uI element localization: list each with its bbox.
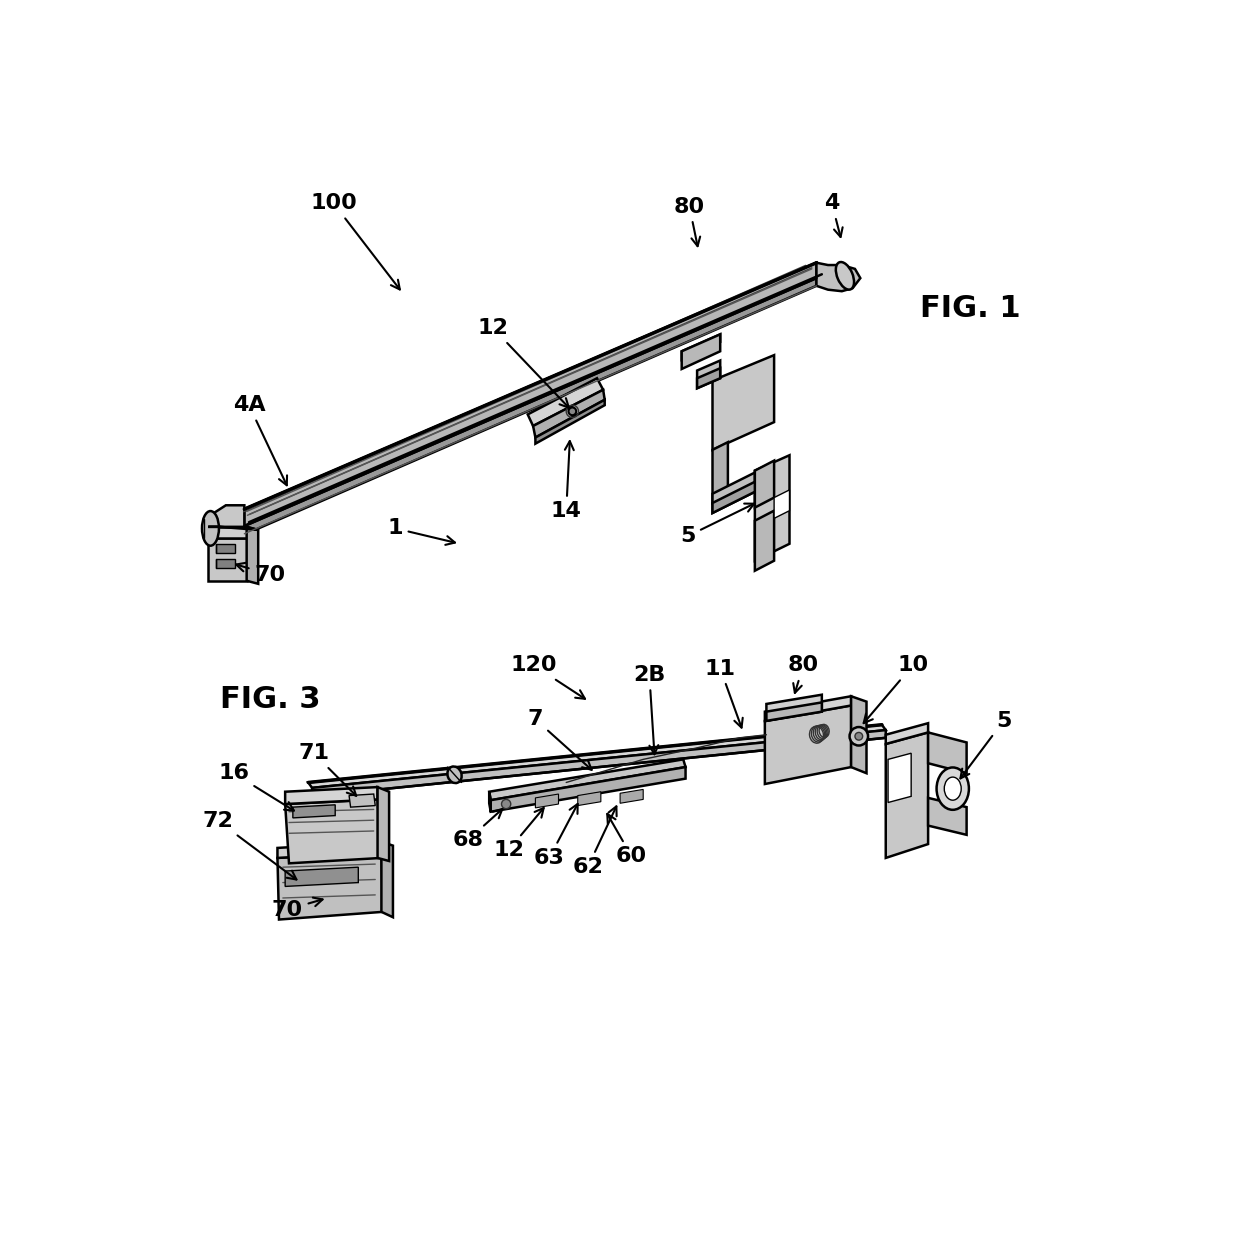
Polygon shape (205, 505, 244, 544)
Text: 70: 70 (272, 898, 322, 919)
Text: FIG. 3: FIG. 3 (219, 685, 320, 714)
Polygon shape (713, 480, 759, 512)
Ellipse shape (448, 767, 461, 783)
Polygon shape (208, 526, 247, 538)
Polygon shape (766, 703, 822, 721)
Polygon shape (755, 456, 790, 560)
Text: 60: 60 (608, 813, 647, 866)
Polygon shape (490, 759, 686, 801)
Text: 100: 100 (310, 194, 399, 290)
Polygon shape (490, 792, 491, 812)
Polygon shape (285, 787, 377, 805)
Polygon shape (528, 378, 603, 426)
Polygon shape (350, 794, 376, 807)
Text: 120: 120 (511, 656, 585, 699)
Circle shape (501, 799, 511, 808)
Circle shape (568, 408, 577, 415)
Polygon shape (816, 263, 861, 291)
Polygon shape (491, 767, 686, 812)
Text: 11: 11 (704, 658, 743, 728)
Polygon shape (851, 696, 867, 773)
Text: 2B: 2B (634, 665, 666, 754)
Polygon shape (536, 794, 558, 808)
Text: 62: 62 (573, 806, 616, 878)
Text: 12: 12 (477, 319, 569, 408)
Polygon shape (208, 538, 247, 580)
Polygon shape (533, 390, 605, 438)
Polygon shape (697, 368, 720, 388)
Polygon shape (713, 471, 759, 512)
Polygon shape (713, 442, 728, 502)
Text: 71: 71 (298, 743, 356, 796)
Text: 80: 80 (787, 656, 818, 692)
Polygon shape (285, 867, 358, 886)
Polygon shape (312, 730, 885, 797)
Polygon shape (885, 733, 928, 857)
Polygon shape (216, 544, 236, 553)
Text: 7: 7 (528, 709, 591, 769)
Circle shape (854, 733, 863, 740)
Text: FIG. 1: FIG. 1 (920, 295, 1021, 324)
Text: 4A: 4A (233, 395, 286, 485)
Polygon shape (928, 798, 967, 835)
Polygon shape (578, 792, 601, 806)
Text: 12: 12 (494, 808, 543, 860)
Polygon shape (382, 842, 393, 918)
Polygon shape (697, 360, 720, 388)
Ellipse shape (836, 262, 854, 290)
Polygon shape (247, 526, 258, 584)
Polygon shape (244, 263, 816, 526)
Text: 10: 10 (863, 656, 929, 723)
Polygon shape (377, 787, 389, 861)
Ellipse shape (936, 768, 968, 810)
Polygon shape (216, 559, 236, 568)
Ellipse shape (945, 777, 961, 801)
Polygon shape (536, 400, 605, 443)
Polygon shape (682, 335, 720, 360)
Polygon shape (713, 355, 774, 449)
Circle shape (849, 726, 868, 745)
Polygon shape (766, 695, 822, 721)
Polygon shape (928, 733, 967, 773)
Text: 72: 72 (202, 811, 296, 880)
Polygon shape (620, 789, 644, 803)
Polygon shape (278, 842, 382, 857)
Text: 4: 4 (825, 194, 843, 237)
Text: 80: 80 (673, 196, 706, 247)
Text: 5: 5 (681, 504, 754, 546)
Polygon shape (765, 696, 851, 721)
Text: 1: 1 (388, 519, 455, 545)
Polygon shape (755, 511, 774, 570)
Text: 63: 63 (534, 805, 578, 867)
Polygon shape (774, 490, 790, 519)
Polygon shape (278, 852, 383, 919)
Text: 68: 68 (453, 810, 502, 850)
Ellipse shape (202, 511, 219, 545)
Polygon shape (208, 526, 258, 530)
Polygon shape (765, 705, 851, 784)
Polygon shape (244, 278, 816, 535)
Polygon shape (244, 263, 822, 522)
Polygon shape (285, 799, 382, 864)
Polygon shape (293, 805, 335, 818)
Text: 5: 5 (961, 711, 1012, 778)
Polygon shape (309, 725, 885, 788)
Text: 16: 16 (218, 763, 294, 811)
Polygon shape (888, 753, 911, 802)
Polygon shape (682, 335, 720, 369)
Polygon shape (755, 461, 774, 507)
Text: 14: 14 (551, 441, 582, 521)
Text: 70: 70 (236, 563, 285, 584)
Polygon shape (885, 723, 928, 744)
